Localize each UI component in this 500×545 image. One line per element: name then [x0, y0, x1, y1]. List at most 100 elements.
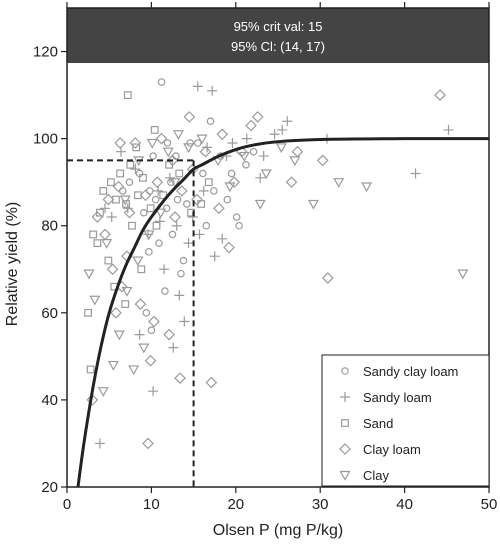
data-point: [132, 143, 141, 152]
data-point: [410, 168, 421, 179]
data-point: [443, 124, 454, 135]
data-point: [101, 239, 113, 249]
data-point: [149, 152, 157, 160]
data-point: [238, 151, 250, 162]
data-point: [260, 169, 272, 180]
data-point: [235, 221, 243, 230]
data-point: [361, 182, 373, 193]
data-point: [216, 128, 229, 141]
data-point: [91, 211, 104, 223]
data-point: [183, 200, 191, 208]
data-point: [106, 178, 115, 187]
data-point: [140, 208, 148, 217]
data-point: [175, 169, 184, 178]
data-point: [116, 169, 125, 178]
data-point: [186, 139, 195, 147]
header-critical-value: 95% crit val: 15: [234, 19, 323, 34]
data-point: [121, 300, 130, 309]
data-point: [153, 185, 164, 196]
data-point: [213, 202, 225, 215]
x-tick-label: 40: [396, 496, 413, 513]
data-point: [168, 230, 177, 239]
data-point: [157, 78, 166, 86]
data-point: [99, 203, 110, 214]
data-point: [112, 180, 125, 193]
data-point: [275, 143, 287, 154]
data-point: [128, 365, 140, 376]
data-point: [177, 269, 185, 278]
legend-item: Clay loam: [339, 442, 421, 457]
data-point: [171, 220, 182, 231]
data-point: [307, 199, 319, 210]
y-axis-title: Relative yield (%): [4, 202, 21, 326]
y-axis: 20 40 60 80 100 120: [33, 44, 67, 496]
data-point: [150, 126, 159, 134]
data-point: [116, 146, 127, 157]
data-point: [289, 156, 301, 167]
data-point: [285, 176, 298, 189]
data-point: [99, 186, 108, 195]
data-point: [110, 306, 122, 319]
data-point: [163, 328, 175, 341]
data-point: [137, 265, 146, 274]
data-point: [241, 133, 252, 144]
data-point: [183, 111, 196, 123]
data-point: [291, 145, 304, 158]
data-point: [162, 204, 171, 213]
data-point: [206, 117, 215, 126]
data-point: [94, 438, 105, 449]
data-point: [128, 221, 136, 230]
legend: Sandy clay loam Sandy loam Sand Clay loam Cl…: [321, 354, 490, 487]
data-point: [232, 213, 241, 221]
data-point: [321, 272, 334, 284]
data-point: [139, 189, 152, 202]
data-point: [129, 137, 142, 149]
data-point: [251, 111, 264, 123]
data-point: [457, 269, 469, 280]
x-tick-label: 0: [63, 496, 71, 513]
data-point: [162, 147, 174, 158]
data-point: [169, 178, 181, 188]
data-point: [134, 298, 147, 310]
data-point: [86, 394, 99, 406]
data-point: [199, 145, 212, 158]
data-point: [179, 316, 190, 327]
legend-item: Sandy loam: [340, 390, 432, 405]
data-point: [197, 200, 206, 208]
data-point: [223, 241, 235, 254]
data-point: [104, 256, 113, 265]
data-point: [227, 169, 236, 178]
data-point: [126, 160, 135, 169]
data-point: [258, 151, 269, 162]
data-point: [202, 221, 211, 230]
data-point: [155, 132, 168, 145]
data-point: [93, 239, 102, 248]
data-point: [123, 206, 136, 219]
data-point: [134, 329, 145, 340]
data-point: [196, 134, 208, 145]
legend-item: Clay: [339, 468, 390, 483]
data-point: [118, 187, 127, 195]
data-point: [106, 212, 117, 223]
data-point: [144, 354, 157, 367]
data-point: [142, 309, 151, 317]
data-point: [122, 200, 130, 208]
data-point: [86, 365, 95, 374]
y-tick-label: 80: [41, 218, 58, 235]
legend-label: Sandy loam: [363, 390, 432, 405]
data-point: [175, 185, 188, 197]
data-point: [198, 185, 209, 196]
data-point: [242, 160, 250, 169]
data-point: [174, 372, 186, 384]
data-point: [166, 154, 179, 167]
data-point: [155, 239, 163, 247]
data-point: [161, 287, 169, 295]
critical-value-lines: [67, 159, 195, 487]
data-point: [434, 89, 446, 101]
data-point: [224, 182, 236, 193]
data-point: [204, 178, 213, 187]
y-tick-label: 100: [33, 131, 58, 148]
data-point: [114, 137, 127, 149]
data-point: [194, 139, 202, 147]
